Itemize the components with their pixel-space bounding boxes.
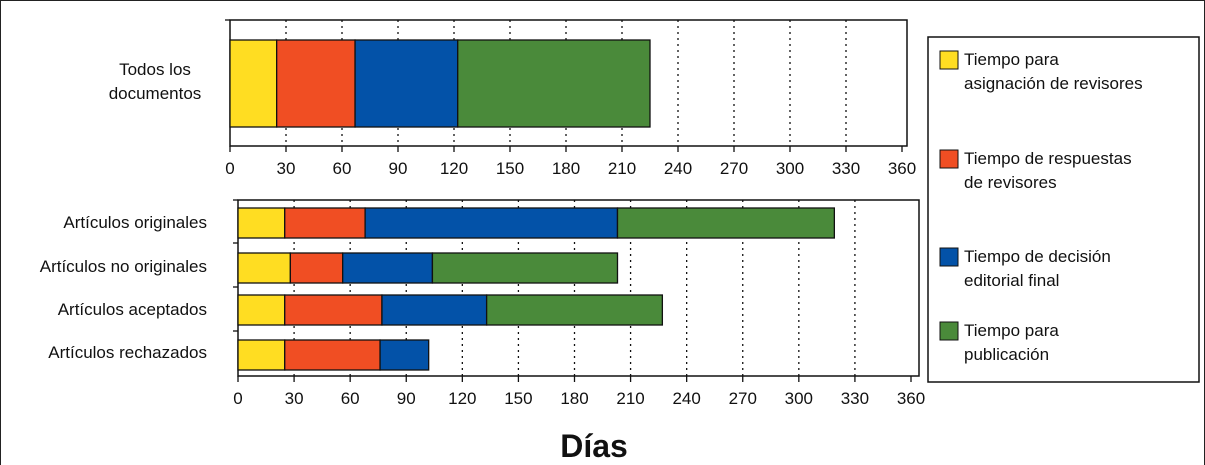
legend-label-asignacion-line2: asignación de revisores	[964, 74, 1143, 93]
top-category-labels: Todos los documentos	[109, 60, 202, 103]
bot-bar-respuestas-2	[284, 294, 383, 326]
bottom-category-labels: Artículos originales Artículos no origin…	[40, 213, 207, 362]
legend-swatch-yellow-icon	[939, 50, 959, 70]
top-tick-label-180: 180	[552, 159, 580, 178]
top-bar-decision-0	[354, 39, 459, 128]
category-label-rechazados: Artículos rechazados	[48, 343, 207, 362]
bot-bar-respuestas-3	[284, 339, 381, 371]
top-tick-label-240: 240	[664, 159, 692, 178]
bot-tick-label-120: 120	[448, 389, 476, 408]
top-tick-label-300: 300	[776, 159, 804, 178]
bot-bar-publicacion-2	[485, 294, 664, 326]
top-tick-label-150: 150	[496, 159, 524, 178]
top-tick-label-120: 120	[440, 159, 468, 178]
legend-swatch-green-icon	[939, 321, 959, 341]
legend-item-decision: Tiempo de decisión editorial final	[939, 247, 1111, 290]
bot-tick-label-240: 240	[672, 389, 700, 408]
bot-tick-label-60: 60	[341, 389, 360, 408]
legend-label-decision-line2: editorial final	[964, 271, 1059, 290]
category-label-aceptados: Artículos aceptados	[58, 300, 207, 319]
top-bar-respuestas-0	[276, 39, 356, 128]
top-tick-label-330: 330	[832, 159, 860, 178]
top-tick-label-30: 30	[277, 159, 296, 178]
top-bar-asignacion-0	[229, 39, 278, 128]
top-bars	[229, 39, 651, 128]
category-label-originales: Artículos originales	[63, 213, 207, 232]
bot-bar-asignacion-0	[237, 207, 286, 239]
legend-item-respuestas: Tiempo de respuestas de revisores	[939, 149, 1132, 192]
top-tick-label-90: 90	[389, 159, 408, 178]
panel-all-documents: 0 30 60 90 120 150 180 210 240 270 300 330 360 Todos…	[109, 19, 916, 178]
bot-tick-label-30: 30	[285, 389, 304, 408]
legend-swatch-red-icon	[939, 149, 959, 169]
legend-item-asignacion: Tiempo para asignación de revisores	[939, 50, 1143, 93]
legend-swatch-blue-icon	[939, 247, 959, 267]
top-tick-label-270: 270	[720, 159, 748, 178]
bot-tick-label-330: 330	[841, 389, 869, 408]
legend-label-asignacion-line1: Tiempo para	[964, 50, 1059, 69]
panel-article-types: 0 30 60 90 120 150 180 210 240 270 300 330 360 Artíc…	[40, 199, 925, 408]
x-axis-title: Días	[560, 428, 628, 464]
legend-label-publicacion-line1: Tiempo para	[964, 321, 1059, 340]
bot-tick-label-90: 90	[397, 389, 416, 408]
bot-bar-decision-0	[364, 207, 619, 239]
legend-label-publicacion-line2: publicación	[964, 345, 1049, 364]
category-label-all-line1: Todos los	[119, 60, 191, 79]
bot-tick-label-180: 180	[560, 389, 588, 408]
legend-label-respuestas-line1: Tiempo de respuestas	[964, 149, 1132, 168]
bot-tick-label-300: 300	[785, 389, 813, 408]
bot-bar-publicacion-1	[431, 252, 619, 284]
bottom-plot-frame	[237, 199, 920, 377]
bot-bar-decision-1	[342, 252, 434, 284]
bot-bar-decision-3	[379, 339, 430, 371]
bot-tick-label-150: 150	[504, 389, 532, 408]
bot-bar-asignacion-1	[237, 252, 291, 284]
bot-bar-asignacion-3	[237, 339, 286, 371]
bottom-bars	[237, 207, 836, 371]
legend-item-publicacion: Tiempo para publicación	[939, 321, 1059, 364]
bottom-x-axis: 0 30 60 90 120 150 180 210 240 270 300 330 360	[233, 199, 925, 408]
bot-bar-respuestas-0	[284, 207, 366, 239]
bot-bar-asignacion-2	[237, 294, 286, 326]
bot-bar-decision-2	[381, 294, 488, 326]
bot-bar-publicacion-0	[616, 207, 836, 239]
category-label-no-originales: Artículos no originales	[40, 257, 207, 276]
top-tick-label-60: 60	[333, 159, 352, 178]
bot-tick-label-360: 360	[897, 389, 925, 408]
legend-frame	[927, 36, 1200, 383]
top-tick-label-0: 0	[225, 159, 234, 178]
bot-tick-label-270: 270	[729, 389, 757, 408]
bot-bar-respuestas-1	[289, 252, 344, 284]
legend-label-respuestas-line2: de revisores	[964, 173, 1057, 192]
top-tick-label-360: 360	[888, 159, 916, 178]
bot-tick-label-0: 0	[233, 389, 242, 408]
top-bar-publicacion-0	[457, 39, 651, 128]
legend: Tiempo para asignación de revisores Tiem…	[927, 36, 1200, 383]
top-x-axis: 0 30 60 90 120 150 180 210 240 270 300 330 360	[225, 19, 916, 178]
legend-label-decision-line1: Tiempo de decisión	[964, 247, 1111, 266]
category-label-all-line2: documentos	[109, 84, 202, 103]
top-tick-label-210: 210	[608, 159, 636, 178]
bot-tick-label-210: 210	[616, 389, 644, 408]
